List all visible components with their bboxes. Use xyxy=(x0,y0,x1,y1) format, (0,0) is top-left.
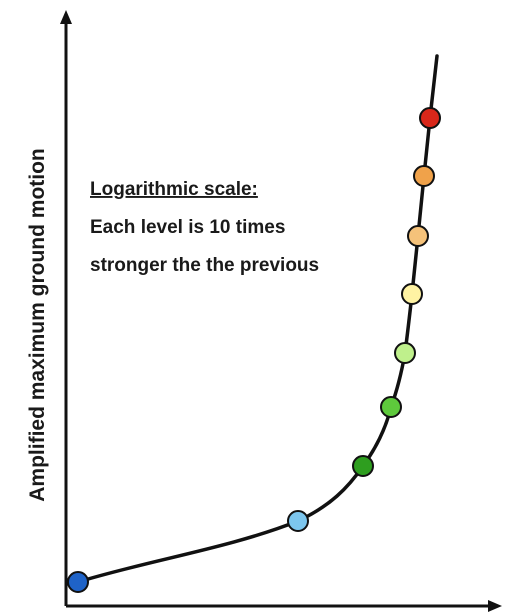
annotation-title: Logarithmic scale: xyxy=(90,179,258,200)
annotation-line-1: Each level is 10 times xyxy=(90,217,285,238)
data-point-2 xyxy=(287,510,309,532)
x-axis-arrow xyxy=(488,600,502,612)
data-curve xyxy=(76,54,439,584)
annotation-line-2: stronger the the previous xyxy=(90,255,319,276)
annotation: Logarithmic scale: Each level is 10 time… xyxy=(90,179,319,276)
data-point-7 xyxy=(407,225,429,247)
data-points xyxy=(67,107,441,593)
data-point-5 xyxy=(394,342,416,364)
data-point-9 xyxy=(419,107,441,129)
data-point-3 xyxy=(352,455,374,477)
data-point-8 xyxy=(413,165,435,187)
y-axis-label: Amplified maximum ground motion xyxy=(26,148,49,502)
data-point-1 xyxy=(67,571,89,593)
y-axis-arrow xyxy=(60,10,72,24)
data-point-4 xyxy=(380,396,402,418)
data-point-6 xyxy=(401,283,423,305)
